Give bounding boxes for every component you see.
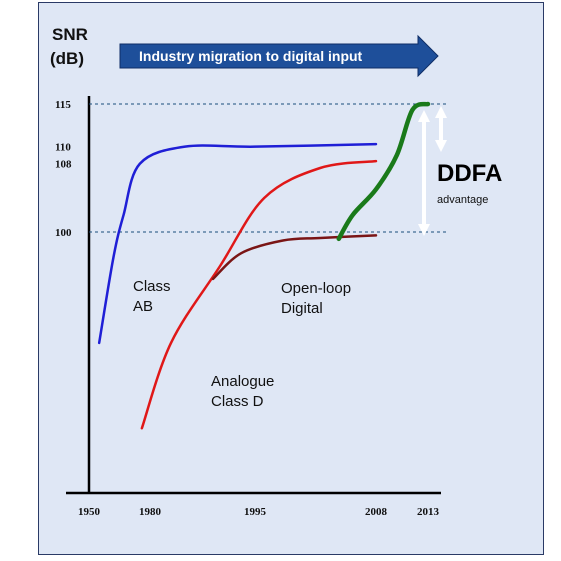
x-tick-label: 1980 [139,506,162,518]
series-label-analogue-line1: Analogue [211,373,274,390]
series-label-open-loop-line1: Open-loop [281,280,351,297]
y-tick-label: 115 [55,99,71,111]
y-tick-label: 100 [55,227,72,239]
series-label-class-ab-line1: Class [133,278,171,295]
x-tick-label: 1950 [78,506,101,518]
y-axis-label-line1: SNR [52,25,88,44]
chart-frame [38,2,544,555]
y-tick-label: 110 [55,142,71,154]
ddfa-subtitle: advantage [437,194,488,206]
series-line-class-ab [97,142,378,345]
series-line-ddfa [336,101,431,242]
ddfa-title: DDFA [437,160,502,187]
ddfa-advantage-annotation: DDFA advantage [418,106,502,236]
banner-label: Industry migration to digital input [139,48,363,64]
x-tick-label: 1995 [244,506,267,518]
y-tick-label: 108 [55,159,72,171]
series-label-analogue-line2: Class D [211,393,264,410]
series-line-analogue-class-d [140,159,378,430]
y-axis-label-line2: (dB) [50,49,84,68]
series-label-open-loop-line2: Digital [281,300,323,317]
series-label-class-ab-line2: AB [133,298,153,315]
migration-banner: Industry migration to digital input [119,34,439,78]
x-tick-label: 2013 [417,506,440,518]
series-line-open-loop-digital [211,234,378,281]
x-tick-label: 2008 [365,506,388,518]
banner-arrow-shape [119,34,439,78]
